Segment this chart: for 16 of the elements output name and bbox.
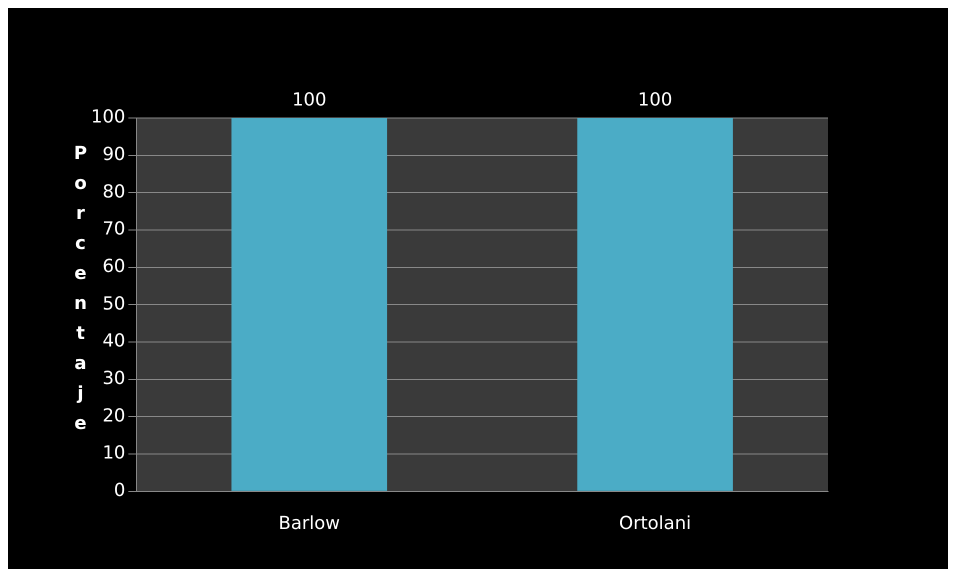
y-axis-title: Porcentaje	[70, 143, 91, 443]
data-label: 100	[292, 90, 326, 111]
y-tick-label: 80	[102, 181, 126, 202]
y-tick-label: 60	[102, 256, 126, 278]
y-tick-label: 50	[102, 293, 126, 314]
y-tick-label: 90	[102, 144, 126, 166]
y-tick-label: 100	[90, 106, 126, 128]
x-tick-label: Ortolani	[619, 512, 692, 534]
y-tick-label: 40	[102, 330, 126, 352]
x-tick-label: Barlow	[278, 512, 340, 534]
y-tick-label: 20	[102, 405, 126, 426]
y-tick-label: 0	[114, 480, 126, 502]
y-tick-label: 30	[102, 368, 126, 390]
y-tick-label: 10	[102, 442, 126, 464]
y-tick-label: 70	[102, 218, 126, 240]
data-label: 100	[638, 90, 672, 111]
